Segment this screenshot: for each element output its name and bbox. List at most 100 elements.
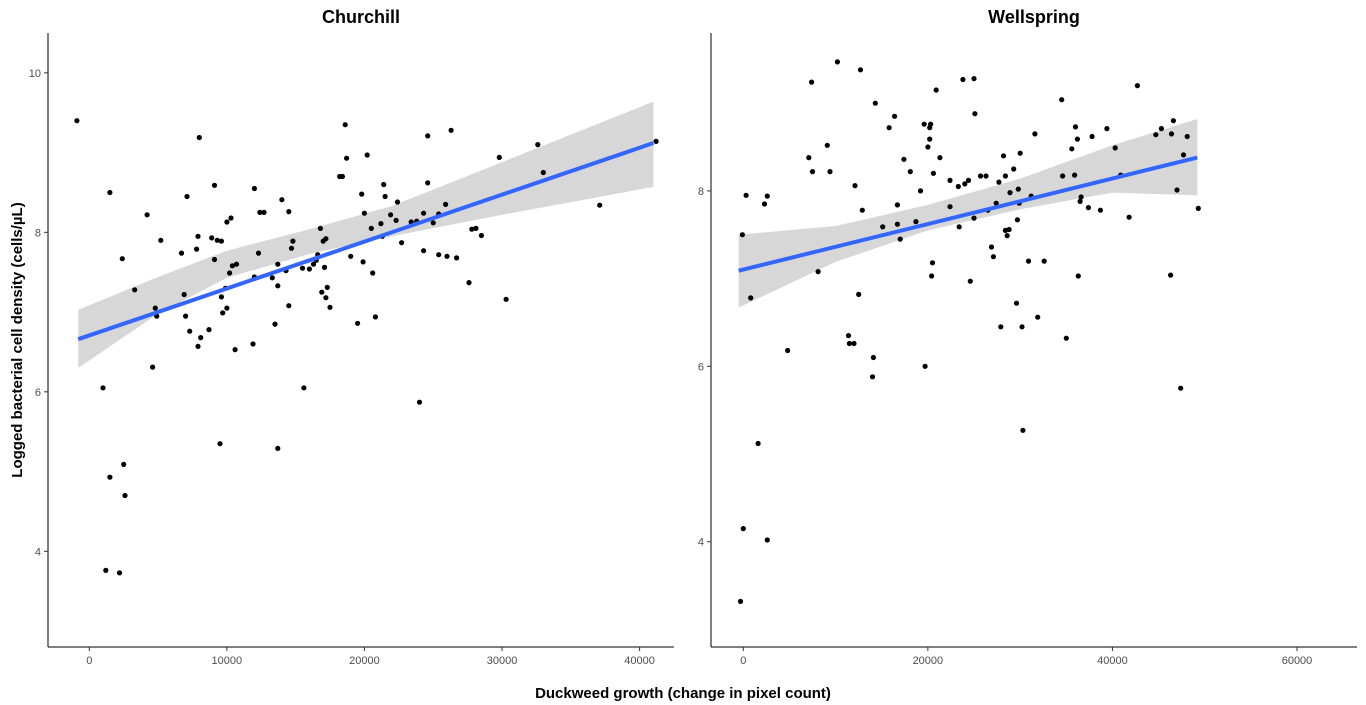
churchill-data-point xyxy=(116,570,123,576)
wellspring-data-point xyxy=(1074,136,1080,142)
wellspring-data-point xyxy=(1004,233,1010,239)
churchill-data-point xyxy=(393,217,399,223)
churchill-data-point xyxy=(425,180,431,186)
churchill-data-point xyxy=(178,250,185,256)
churchill-data-point xyxy=(211,256,218,263)
wellspring-data-point xyxy=(907,169,913,175)
wellspring-data-point xyxy=(960,76,966,83)
wellspring-data-point xyxy=(1015,186,1021,192)
churchill-data-point xyxy=(430,220,436,226)
churchill-data-point xyxy=(394,199,401,205)
churchill-data-point xyxy=(181,291,187,298)
wellspring-data-point xyxy=(1077,198,1083,204)
wellspring-data-point xyxy=(886,125,892,131)
y-axis-title: Logged bacterial cell density (cells/µL) xyxy=(9,202,26,477)
wellspring-data-point xyxy=(809,79,815,85)
churchill-data-point xyxy=(299,265,306,271)
churchill-data-point xyxy=(425,133,431,139)
churchill-y-tick-label: 8 xyxy=(35,227,41,239)
wellspring-data-point xyxy=(894,202,901,208)
churchill-data-point xyxy=(478,232,484,239)
wellspring-data-point xyxy=(930,170,937,176)
wellspring-data-point xyxy=(764,193,770,199)
wellspring-data-point xyxy=(740,526,746,532)
churchill-data-point xyxy=(444,253,450,259)
wellspring-data-point xyxy=(785,347,791,354)
churchill-data-point xyxy=(217,441,223,447)
churchill-data-point xyxy=(158,237,164,243)
wellspring-data-point xyxy=(962,181,968,187)
wellspring-data-point xyxy=(856,291,862,297)
wellspring-data-point xyxy=(947,177,953,183)
wellspring-data-point xyxy=(1013,300,1020,306)
churchill-data-point xyxy=(454,255,460,261)
churchill-data-point xyxy=(107,474,113,480)
churchill-data-point xyxy=(388,212,394,218)
wellspring-data-point xyxy=(972,111,978,117)
churchill-regression-line xyxy=(77,141,655,342)
churchill-data-point xyxy=(122,492,128,499)
churchill-data-point xyxy=(306,266,312,272)
wellspring-data-point xyxy=(1072,124,1079,130)
wellspring-data-point xyxy=(1000,153,1007,159)
wellspring-data-point xyxy=(1089,133,1095,140)
wellspring-data-point xyxy=(827,169,833,175)
churchill-data-point xyxy=(466,280,472,286)
wellspring-data-point xyxy=(1032,131,1038,137)
wellspring-data-point xyxy=(761,201,768,207)
churchill-data-point xyxy=(496,154,502,160)
churchill-data-point xyxy=(74,118,80,124)
churchill-data-point xyxy=(443,201,449,207)
churchill-data-point xyxy=(364,152,370,158)
churchill-data-point xyxy=(152,305,158,311)
wellspring-data-point xyxy=(894,221,901,227)
churchill-data-point xyxy=(317,225,323,231)
wellspring-data-point xyxy=(806,155,812,161)
churchill-x-tick-label: 20000 xyxy=(349,655,380,667)
churchill-data-point xyxy=(224,305,230,311)
wellspring-x-tick-label: 20000 xyxy=(913,655,944,667)
wellspring-data-point xyxy=(1104,126,1110,132)
wellspring-data-point xyxy=(764,537,770,543)
wellspring-data-point xyxy=(956,224,962,230)
churchill-data-point xyxy=(421,210,427,216)
wellspring-data-point xyxy=(988,244,995,250)
wellspring-data-point xyxy=(1063,335,1069,341)
churchill-data-point xyxy=(211,182,218,188)
churchill-data-point xyxy=(653,138,659,144)
churchill-data-point xyxy=(473,225,479,231)
wellspring-data-point xyxy=(928,121,934,127)
churchill-data-point xyxy=(214,237,220,243)
churchill-data-point xyxy=(198,335,204,341)
wellspring-data-point xyxy=(739,232,746,238)
churchill-data-point xyxy=(355,320,361,326)
churchill-data-point xyxy=(368,225,374,231)
wellspring-data-point xyxy=(933,87,939,93)
churchill-data-point xyxy=(348,253,354,259)
churchill-data-point xyxy=(227,270,233,276)
churchill-data-point xyxy=(399,240,405,246)
wellspring-data-point xyxy=(1020,427,1026,433)
wellspring-data-point xyxy=(1085,205,1091,211)
churchill-data-point xyxy=(103,567,109,574)
churchill-data-point xyxy=(503,296,509,302)
churchill-data-point xyxy=(359,191,365,197)
wellspring-panel: 0 20000 40000 60000 4 6 8 xyxy=(698,33,1357,667)
wellspring-data-point xyxy=(1019,324,1025,330)
wellspring-data-point xyxy=(743,192,749,198)
churchill-data-point xyxy=(275,445,281,451)
churchill-y-tick-label: 10 xyxy=(29,68,41,80)
churchill-data-point xyxy=(218,294,224,300)
wellspring-data-point xyxy=(1126,214,1132,220)
churchill-panel: 0 10000 20000 30000 40000 4 6 8 10 xyxy=(29,33,674,667)
churchill-data-point xyxy=(421,248,427,254)
churchill-data-point xyxy=(436,252,442,258)
wellspring-data-point xyxy=(1072,172,1078,178)
churchill-data-point xyxy=(301,385,307,391)
wellspring-data-point xyxy=(1158,126,1164,132)
wellspring-data-point xyxy=(755,440,761,447)
wellspring-data-point xyxy=(870,354,877,361)
churchill-data-point xyxy=(381,181,387,188)
churchill-data-point xyxy=(286,209,292,215)
wellspring-data-point xyxy=(892,113,898,119)
